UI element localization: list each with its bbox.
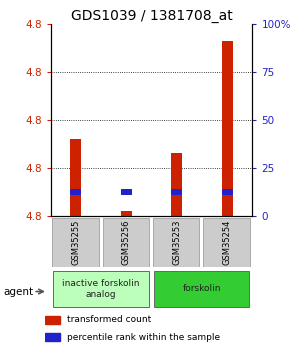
Text: GSM35256: GSM35256 (122, 220, 131, 265)
Bar (153, 271, 249, 307)
Bar (121, 189, 132, 195)
Bar (171, 189, 182, 195)
Bar (52, 218, 99, 267)
Bar (45, 316, 60, 324)
Bar (103, 218, 149, 267)
Text: inactive forskolin
analog: inactive forskolin analog (62, 279, 140, 299)
Text: transformed count: transformed count (67, 315, 151, 324)
Bar (121, 211, 132, 216)
Bar (171, 154, 182, 216)
Bar (45, 333, 60, 341)
Bar (153, 218, 200, 267)
Text: GSM35253: GSM35253 (172, 220, 181, 265)
Title: GDS1039 / 1381708_at: GDS1039 / 1381708_at (71, 9, 232, 23)
Bar (222, 41, 233, 216)
Bar (203, 218, 250, 267)
Bar (70, 139, 81, 216)
Text: GSM35255: GSM35255 (71, 220, 80, 265)
Bar (70, 189, 81, 195)
Bar (53, 271, 148, 307)
Text: percentile rank within the sample: percentile rank within the sample (67, 333, 220, 342)
Bar (222, 189, 233, 195)
Text: agent: agent (3, 287, 33, 296)
Text: GSM35254: GSM35254 (223, 220, 232, 265)
Text: forskolin: forskolin (183, 284, 221, 294)
